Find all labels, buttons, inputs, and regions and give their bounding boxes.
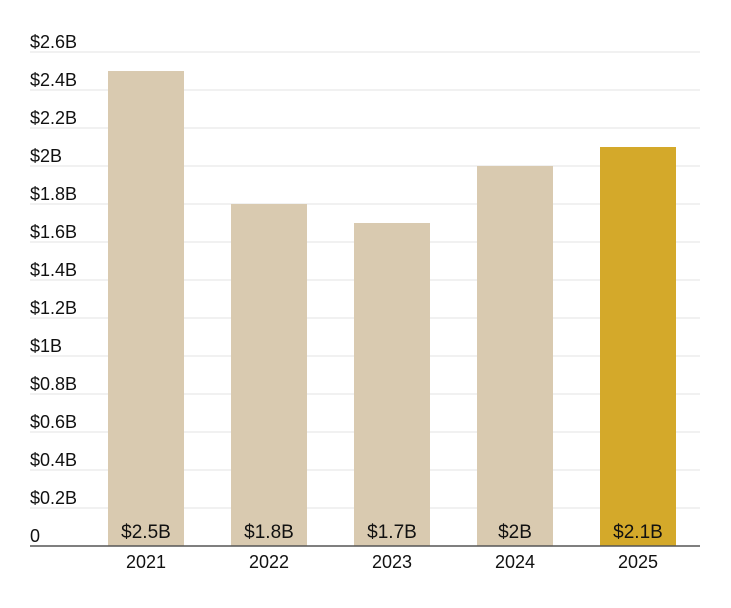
y-axis-tick-labels: 0 $0.2B $0.4B $0.6B $0.8B $1B $1.2B $1.4B $1.6B $… bbox=[30, 32, 77, 546]
bar-value-label-2021: $2.5B bbox=[121, 522, 171, 543]
y-tick-label: 0 bbox=[30, 526, 40, 546]
y-tick-label: $0.8B bbox=[30, 374, 77, 394]
bar-2024 bbox=[477, 166, 553, 546]
bar-value-labels: $2.5B $1.8B $1.7B $2B $2.1B bbox=[121, 522, 663, 543]
x-tick-label-2024: 2024 bbox=[495, 552, 535, 572]
bar-2021 bbox=[108, 71, 184, 546]
y-tick-label: $1.8B bbox=[30, 184, 77, 204]
x-tick-label-2025: 2025 bbox=[618, 552, 658, 572]
y-tick-label: $1B bbox=[30, 336, 62, 356]
bar-value-label-2025: $2.1B bbox=[613, 522, 663, 543]
x-axis-category-labels: 2021 2022 2023 2024 2025 bbox=[126, 552, 658, 572]
y-tick-label: $1.4B bbox=[30, 260, 77, 280]
bar-2022 bbox=[231, 204, 307, 546]
y-tick-label: $2B bbox=[30, 146, 62, 166]
y-tick-label: $0.2B bbox=[30, 488, 77, 508]
y-tick-label: $2.2B bbox=[30, 108, 77, 128]
bar-2023 bbox=[354, 223, 430, 546]
bar-value-label-2023: $1.7B bbox=[367, 522, 417, 543]
y-tick-label: $0.6B bbox=[30, 412, 77, 432]
y-tick-label: $0.4B bbox=[30, 450, 77, 470]
x-tick-label-2023: 2023 bbox=[372, 552, 412, 572]
y-tick-label: $1.6B bbox=[30, 222, 77, 242]
bar-value-label-2024: $2B bbox=[498, 522, 532, 543]
y-tick-label: $2.4B bbox=[30, 70, 77, 90]
bar-value-label-2022: $1.8B bbox=[244, 522, 294, 543]
y-tick-label: $1.2B bbox=[30, 298, 77, 318]
x-tick-label-2022: 2022 bbox=[249, 552, 289, 572]
x-tick-label-2021: 2021 bbox=[126, 552, 166, 572]
y-tick-label: $2.6B bbox=[30, 32, 77, 52]
bar-2025 bbox=[600, 147, 676, 546]
bars bbox=[108, 71, 676, 546]
